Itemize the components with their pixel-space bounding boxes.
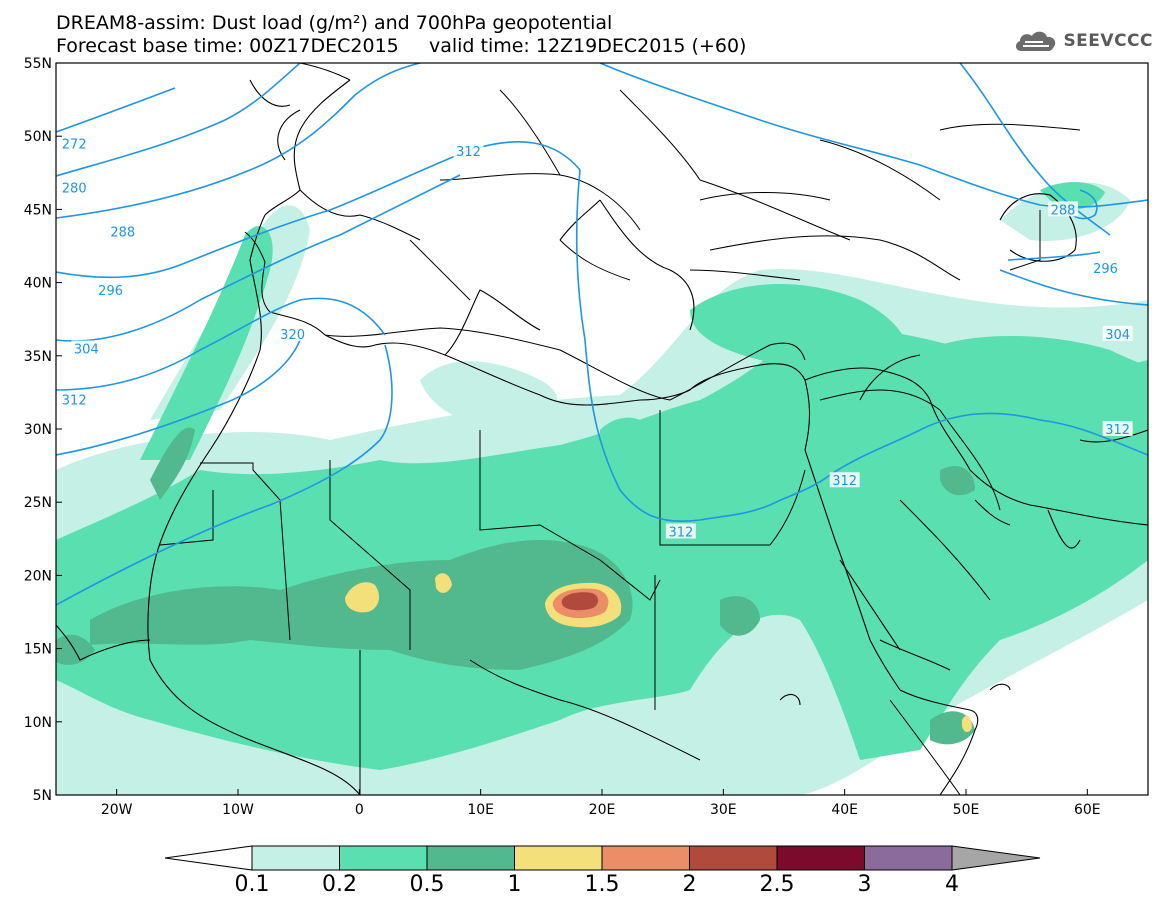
contour-label-bg	[59, 179, 90, 195]
lon-tick-label: 10E	[467, 802, 494, 818]
colorbar-label: 2	[682, 872, 697, 897]
contour-label: 288	[110, 225, 135, 240]
lat-tick-label: 45N	[24, 202, 52, 218]
lat-tick-label: 20N	[24, 568, 52, 584]
lon-tick-label: 0	[355, 802, 364, 818]
dust-level-0.2	[56, 182, 1148, 770]
latitude-axis: 5N 10N 15N 20N 25N 30N 35N 40N 45N 50N 55N	[24, 56, 62, 804]
colorbar-label: 0.5	[409, 872, 445, 897]
contour-label-bg	[59, 135, 90, 151]
colorbar-label: 0.2	[322, 872, 357, 897]
dust-field: 272 280 288 296 304 312 320 312 312 312 312 288 296 3…	[56, 63, 1148, 795]
contour-label-bg	[107, 223, 138, 239]
colorbar-box	[426, 845, 515, 871]
lon-tick-label: 40E	[831, 802, 858, 818]
contour-label-bg	[1090, 259, 1121, 275]
colorbar-label: 0.1	[234, 872, 270, 897]
colorbar-box	[514, 845, 603, 871]
lon-tick-label: 20W	[101, 802, 133, 818]
contour-label-bg	[453, 142, 484, 158]
colorbar-box	[864, 845, 953, 871]
contour-label-bg	[71, 340, 102, 356]
map-title: DREAM8-assim: Dust load (g/m²) and 700hP…	[56, 12, 613, 34]
lon-tick-label: 60E	[1074, 802, 1101, 818]
lat-tick-label: 5N	[33, 788, 52, 804]
colorbar-high-arrow	[951, 845, 1041, 871]
lon-tick-label: 10W	[222, 802, 254, 818]
lat-tick-label: 35N	[24, 349, 52, 365]
colorbar-box	[689, 845, 778, 871]
logo-text: SEEVCCC	[1063, 31, 1153, 51]
colorbar-box	[776, 845, 865, 871]
contour-label: 280	[62, 181, 87, 196]
lat-tick-label: 40N	[24, 276, 52, 292]
contour-label: 312	[668, 525, 693, 540]
lat-tick-label: 50N	[24, 129, 52, 145]
contour-label-bg	[277, 325, 308, 341]
cloud-icon	[1016, 31, 1056, 51]
lat-tick-label: 55N	[24, 56, 52, 72]
lat-tick-label: 10N	[24, 715, 52, 731]
colorbar	[164, 845, 1041, 871]
contour-label-bg	[829, 472, 860, 488]
contour-label-bg	[1102, 421, 1133, 436]
contour-label: 312	[456, 145, 481, 160]
lon-tick-label: 20E	[589, 802, 616, 818]
contour-label-bg	[665, 523, 696, 539]
colorbar-label: 2.5	[759, 872, 795, 897]
contour-label-bg	[59, 391, 90, 407]
lat-tick-label: 25N	[24, 495, 52, 511]
contour-label: 312	[62, 394, 87, 409]
contour-label: 296	[1093, 262, 1118, 277]
colorbar-label: 4	[945, 872, 959, 897]
colorbar-label: 1.5	[584, 872, 620, 897]
contour-label: 296	[98, 284, 123, 299]
lon-tick-label: 50E	[953, 802, 980, 818]
contour-labels: 272 280 288 296 304 312 320 312 312 312 312 288 296 3…	[59, 135, 1133, 540]
lon-tick-label: 30E	[710, 802, 737, 818]
longitude-axis: 20W 10W 0 10E 20E 30E 40E 50E 60E	[101, 789, 1101, 818]
seevccc-logo: SEEVCCC	[1013, 26, 1153, 56]
contour-label: 312	[1105, 423, 1130, 438]
colorbar-box	[601, 845, 690, 871]
colorbar-box	[339, 845, 428, 871]
coastlines	[56, 63, 1148, 795]
colorbar-low-arrow	[164, 845, 253, 871]
country-borders	[159, 89, 1081, 795]
dust-level-2	[561, 592, 599, 611]
lat-tick-label: 30N	[24, 422, 52, 438]
contour-label: 304	[1105, 328, 1130, 343]
contour-label: 272	[62, 138, 87, 153]
contour-label-bg	[1048, 201, 1079, 217]
colorbar-label: 1	[507, 872, 522, 897]
contour-label: 304	[74, 342, 99, 357]
colorbar-box	[251, 845, 340, 871]
contour-label: 288	[1051, 203, 1076, 218]
contour-label: 312	[832, 474, 857, 489]
contour-label-bg	[1102, 325, 1133, 341]
contour-label: 320	[280, 328, 305, 343]
contour-label-bg	[95, 281, 126, 297]
lat-tick-label: 15N	[24, 642, 52, 658]
colorbar-label: 3	[857, 872, 872, 897]
map-subtitle: Forecast base time: 00Z17DEC2015 valid t…	[56, 35, 747, 57]
